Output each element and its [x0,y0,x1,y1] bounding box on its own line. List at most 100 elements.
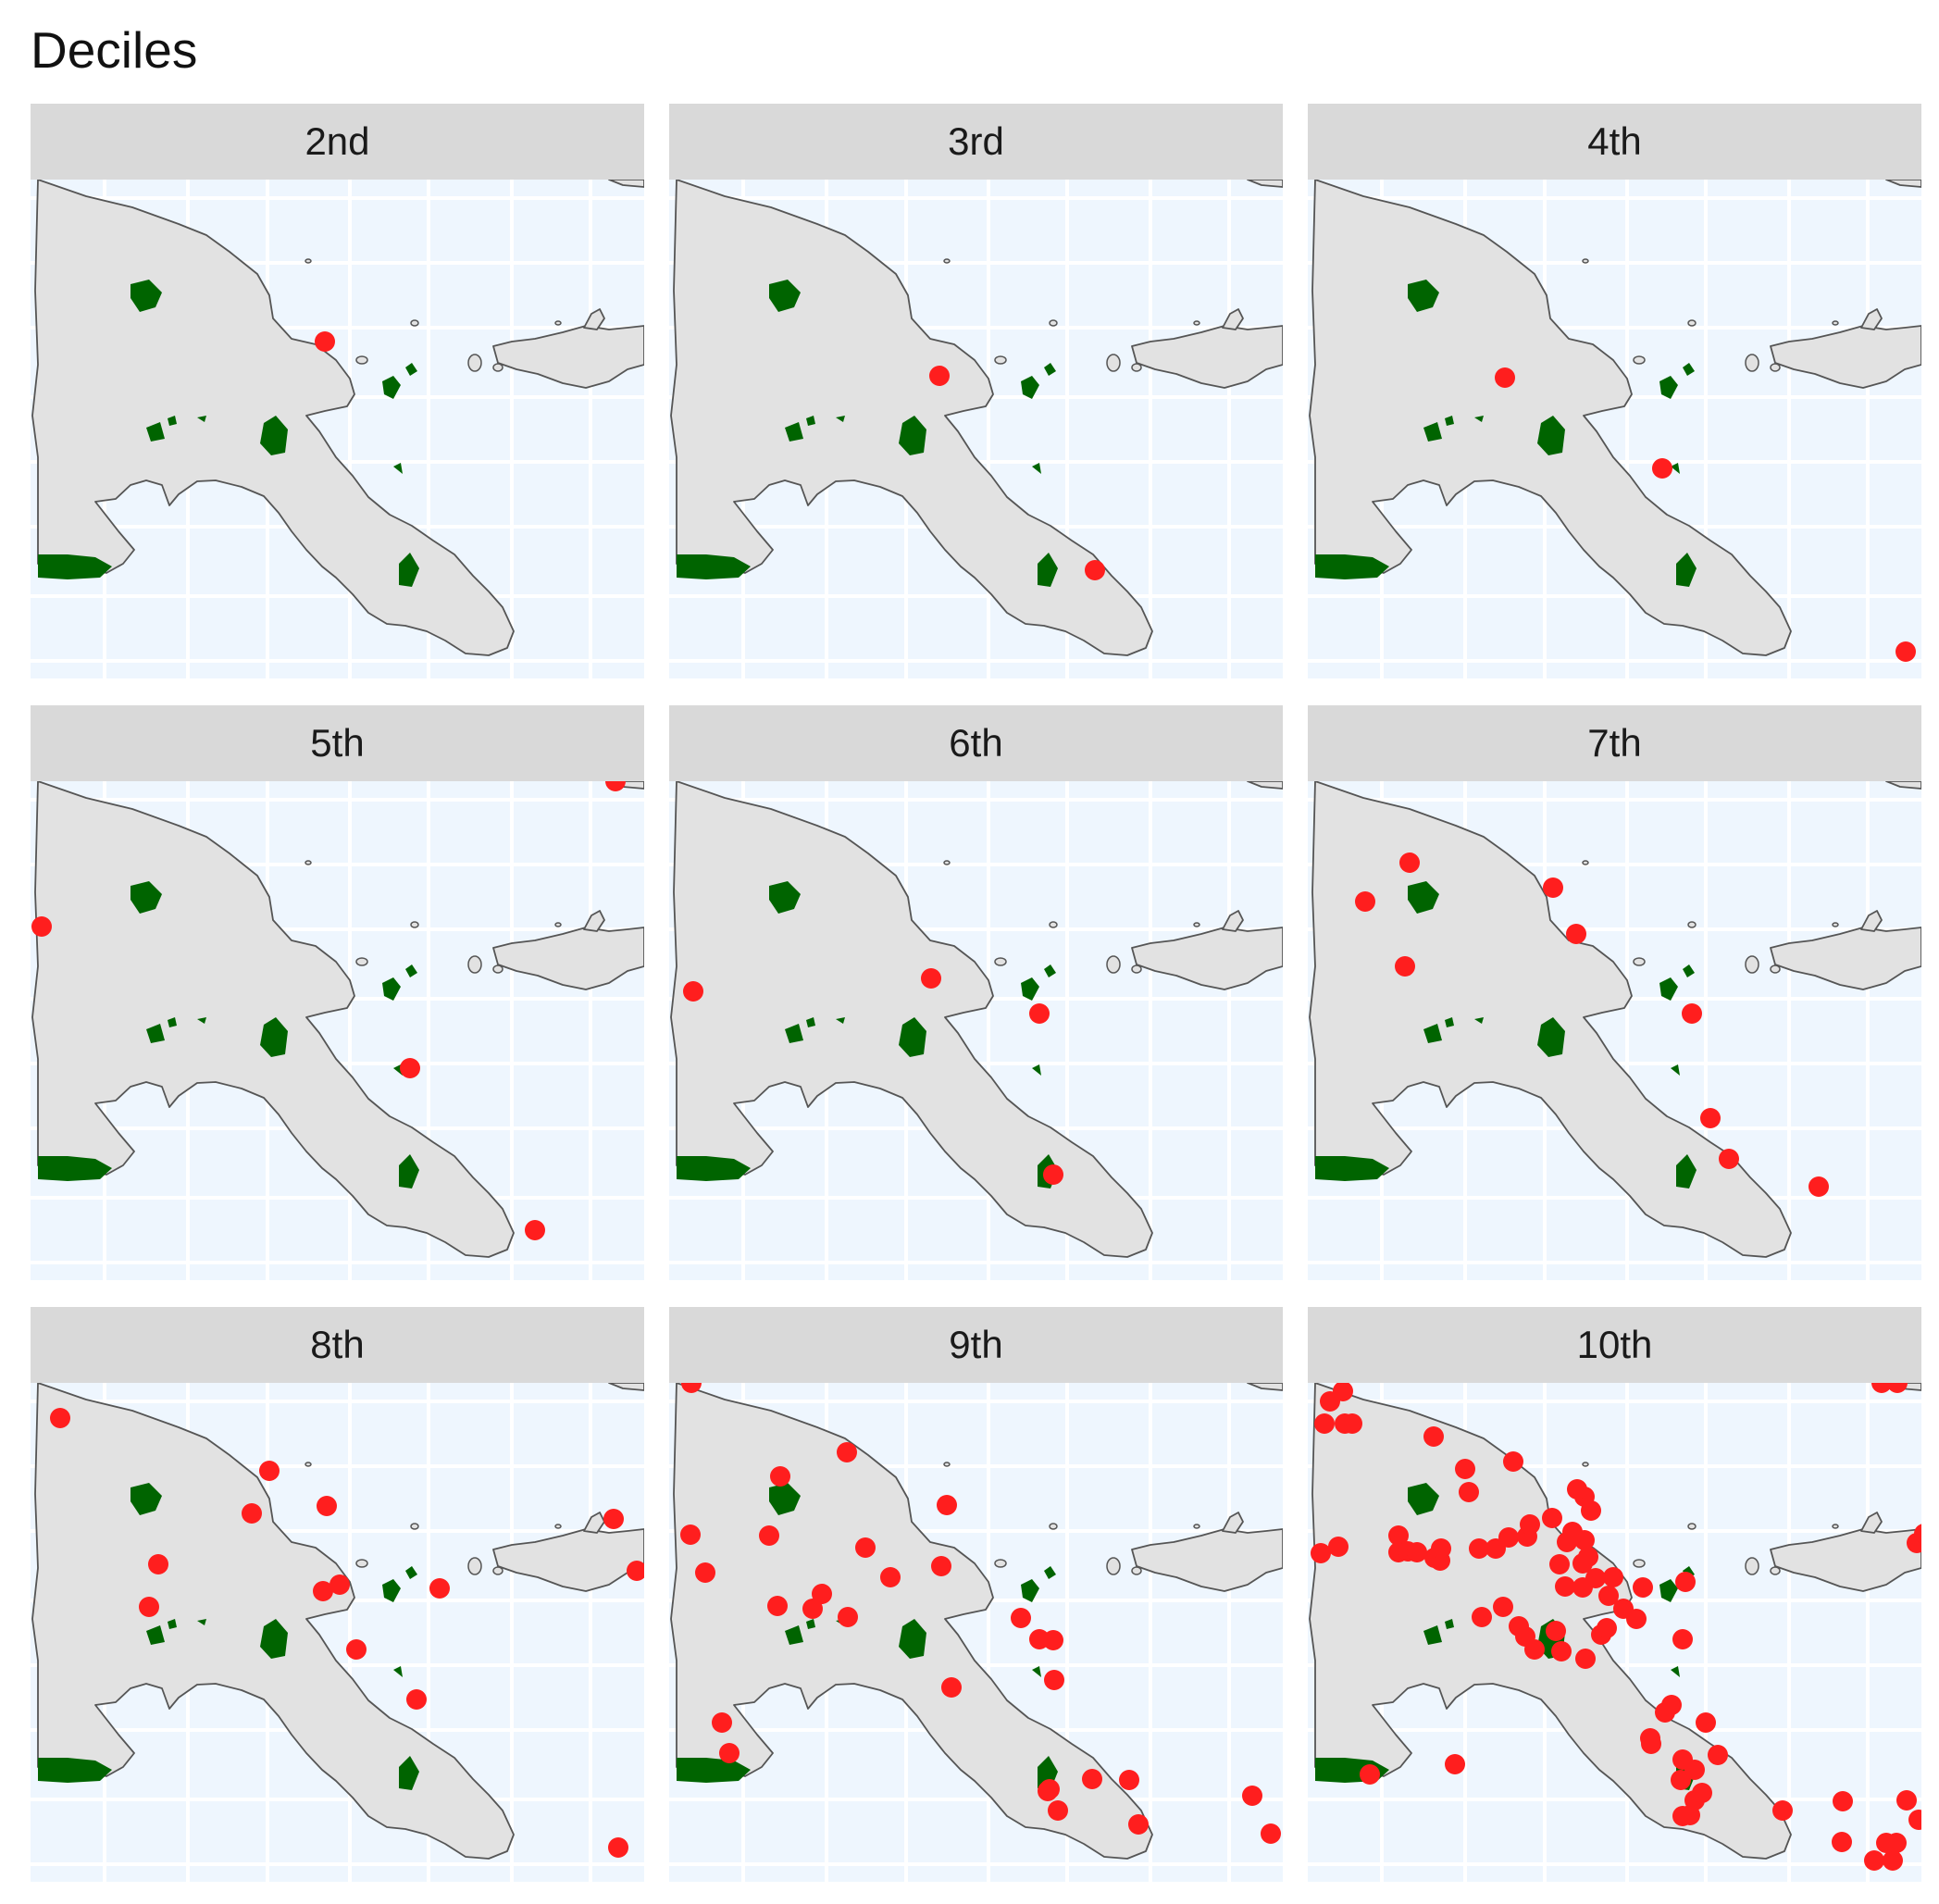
map-svg [1308,180,1921,678]
points [929,366,1105,580]
protected-area [769,1483,801,1515]
location-point [1581,1500,1601,1521]
location-point [1128,1814,1149,1835]
new-britain-tail [1860,308,1883,330]
protected-areas [1315,881,1697,1188]
protected-area [1408,1483,1439,1515]
location-point [313,1581,333,1601]
location-point [1626,1609,1647,1629]
top-right-island [1247,781,1283,790]
map-panel [1308,1383,1921,1882]
map-svg [1308,1383,1921,1882]
location-point [1082,1769,1102,1789]
location-point [1572,1553,1593,1574]
new-britain [492,1528,644,1592]
small-island [1106,1557,1121,1575]
protected-area [677,1156,751,1181]
protected-area [806,416,815,426]
protected-area [836,1017,845,1024]
new-britain-tail [1222,1512,1244,1534]
protected-area [38,554,112,579]
location-point [1700,1108,1721,1128]
location-point [1085,560,1105,580]
protected-area [785,1625,803,1645]
location-point [1895,641,1916,662]
location-point [1680,1805,1700,1825]
location-point [1469,1538,1489,1559]
small-island [943,258,951,264]
location-point [148,1554,168,1574]
facet-9th: 9th [669,1307,1283,1882]
location-point [1320,1391,1340,1412]
facet-2nd: 2nd [31,104,644,678]
location-point [1914,1524,1921,1544]
protected-area [1315,1156,1389,1181]
location-point [1833,1791,1853,1811]
small-island [305,1462,312,1467]
location-point [1360,1764,1380,1785]
points [1311,1383,1921,1871]
location-point [50,1408,70,1428]
location-point [683,981,703,1002]
small-island [1049,1523,1058,1530]
small-island [943,860,951,865]
location-point [1395,956,1415,977]
facet-strip-label: 4th [1308,104,1921,180]
small-island [355,957,368,966]
new-britain-tail [1222,910,1244,932]
location-point [1542,1508,1562,1528]
protected-area [1038,553,1058,587]
small-island [1131,363,1142,372]
location-point [242,1503,262,1524]
location-point [880,1567,901,1587]
protected-area [806,1017,815,1027]
small-island [467,354,482,372]
new-britain [492,927,644,990]
location-point [627,1561,644,1581]
new-britain-tail [1860,910,1883,932]
protected-area [38,1156,112,1181]
location-point [1493,1597,1513,1617]
protected-area [1474,416,1484,422]
location-point [1423,1426,1444,1447]
location-point [1719,1149,1739,1169]
protected-areas [1315,280,1697,587]
location-point [1029,1629,1050,1649]
map-panel [31,180,644,678]
protected-area [382,977,401,1001]
protected-area [399,1756,419,1790]
location-point [1314,1413,1335,1434]
location-point [1455,1459,1475,1479]
top-right-island [1247,1383,1283,1391]
protected-area [1032,1666,1041,1677]
small-island [994,355,1007,365]
protected-area [1537,1017,1565,1057]
location-point [1566,924,1586,944]
location-point [1495,367,1515,388]
protected-area [1408,881,1439,914]
location-point [1431,1538,1451,1559]
points [680,1383,1281,1844]
location-point [1675,1572,1696,1592]
protected-area [382,376,401,399]
location-point [1684,1760,1705,1780]
protected-area [1423,1024,1442,1043]
protected-area [1021,1579,1039,1602]
protected-area [1032,1064,1041,1076]
facet-7th: 7th [1308,705,1921,1280]
protected-area [1683,964,1695,977]
small-island [1193,320,1200,326]
map-panel [669,180,1283,678]
location-point [941,1677,962,1698]
new-britain-tail [583,308,605,330]
map-svg [31,781,644,1280]
small-island [305,258,312,264]
small-island [492,1566,503,1575]
map-panel [669,781,1283,1280]
small-island [1832,1524,1839,1529]
facet-strip-label: 8th [31,1307,644,1383]
location-point [1388,1525,1409,1546]
location-point [1039,1779,1060,1799]
location-point [719,1743,740,1763]
top-right-island [608,180,644,188]
